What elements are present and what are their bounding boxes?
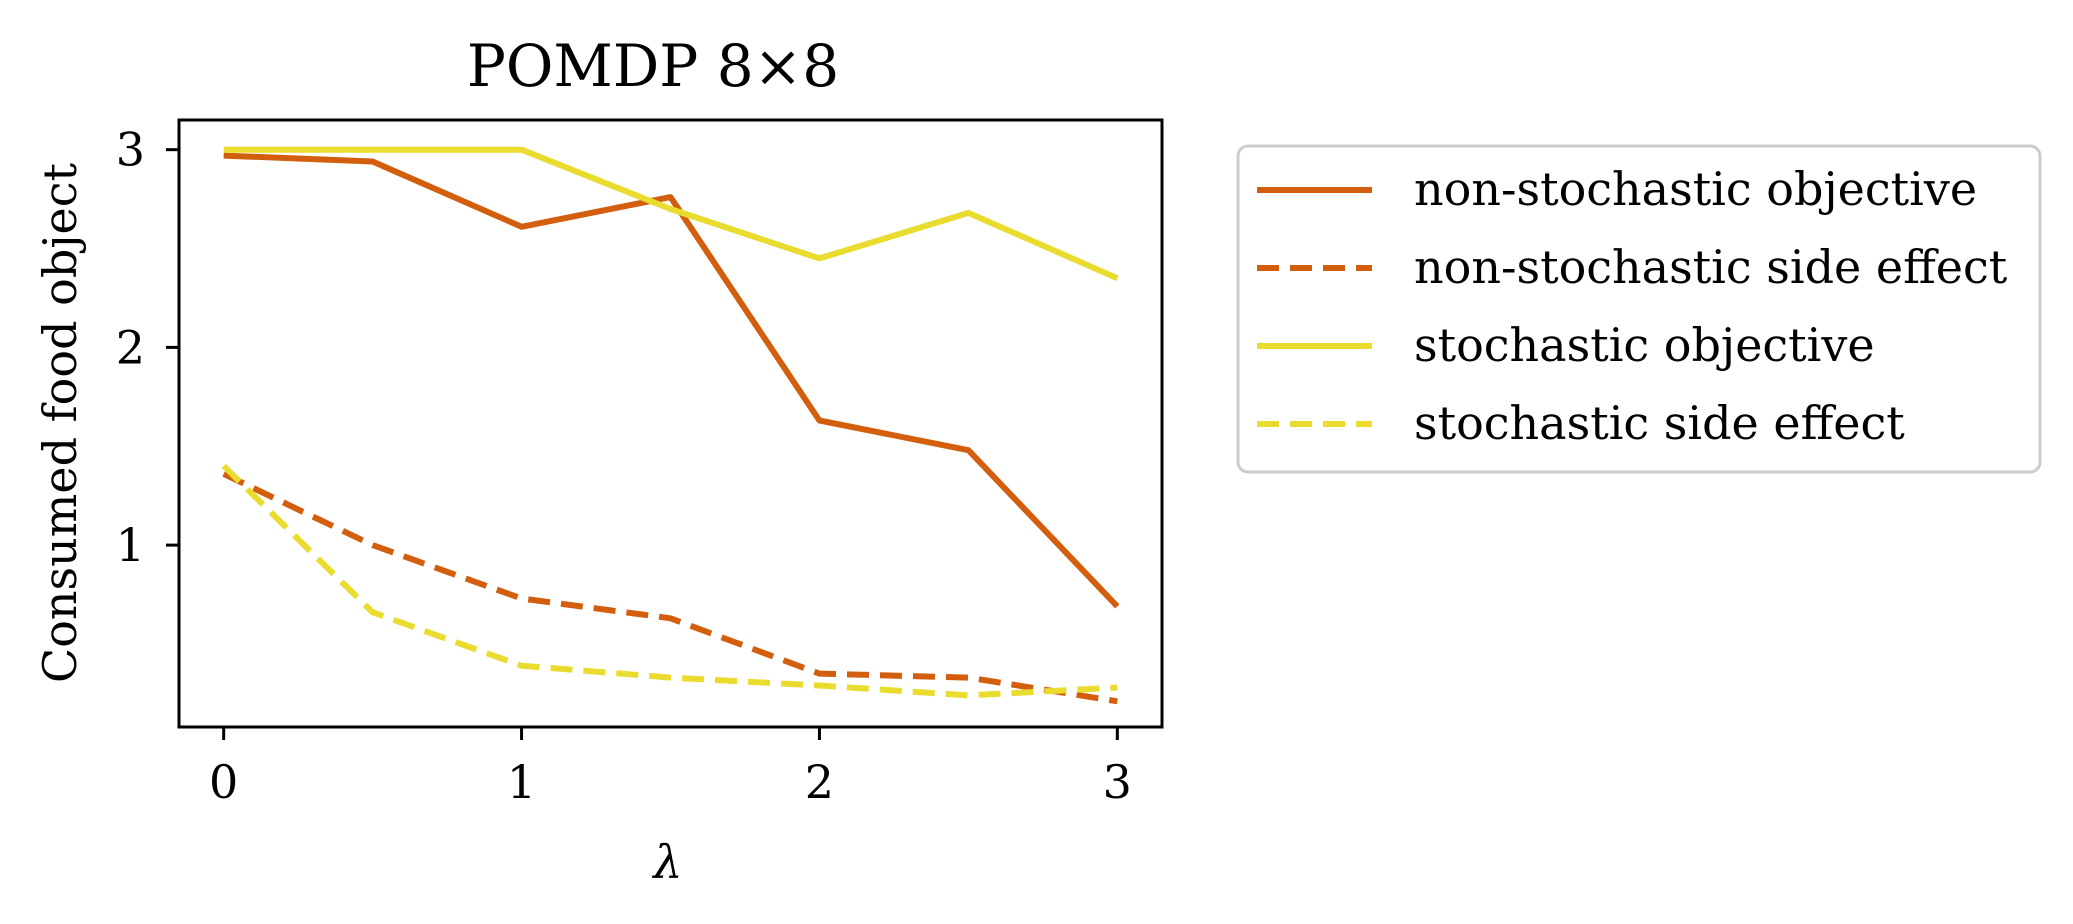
series-line-3: [223, 146, 1119, 281]
y-axis-label: Consumed food object: [33, 162, 87, 683]
x-tick-label-3: 3: [1103, 755, 1132, 809]
x-axis: 0 1 2 3: [209, 727, 1132, 809]
legend-frame: [1236, 144, 2042, 474]
x-tick-label-1: 1: [507, 755, 536, 809]
plot-lines: [221, 146, 1120, 705]
x-tick-label-2: 2: [805, 755, 834, 809]
series-line-2: [222, 471, 1118, 705]
x-axis-label: λ: [651, 835, 682, 889]
legend-label-2: non-stochastic side effect: [1414, 240, 2008, 294]
legend-label-3: stochastic objective: [1414, 318, 1875, 372]
x-tick-label-0: 0: [209, 755, 238, 809]
chart-title: POMDP 8×8: [467, 32, 839, 100]
series-line-4: [221, 463, 1118, 699]
y-axis: 1 2 3: [116, 123, 179, 572]
y-tick-label-1: 1: [116, 518, 145, 572]
legend-label-1: non-stochastic objective: [1414, 162, 1977, 216]
legend: non-stochastic objective non-stochastic s…: [1236, 144, 2042, 474]
plot-frame: [177, 118, 1164, 729]
y-tick-label-2: 2: [116, 320, 145, 374]
y-tick-label-3: 3: [116, 123, 145, 177]
legend-items: non-stochastic objective non-stochastic s…: [1257, 162, 2008, 450]
legend-label-4: stochastic side effect: [1414, 396, 1905, 450]
